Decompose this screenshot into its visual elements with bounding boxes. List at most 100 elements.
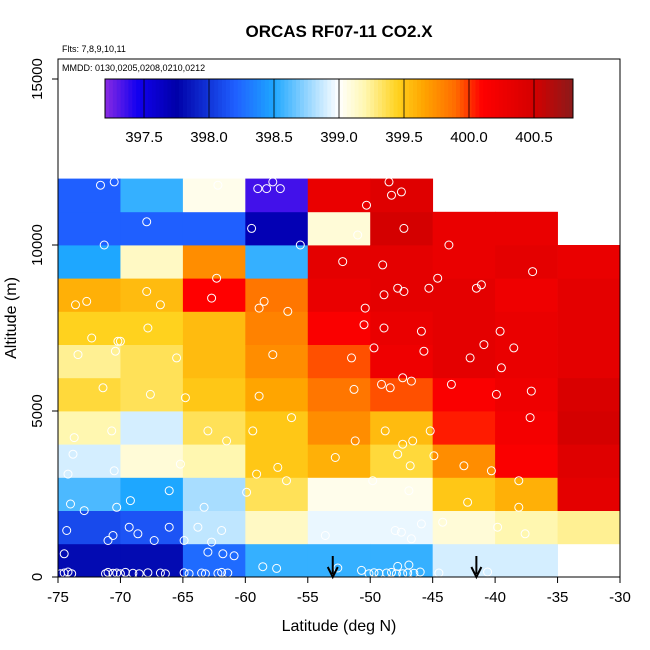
heatmap-cell bbox=[182, 344, 246, 379]
colorbar-tick-label: 400.0 bbox=[450, 129, 488, 146]
sample-marker bbox=[193, 522, 203, 532]
sample-marker bbox=[115, 336, 125, 346]
heatmap-cell bbox=[557, 344, 621, 379]
sample-marker bbox=[514, 502, 524, 512]
colorbar-segment bbox=[331, 79, 336, 118]
flights-note: Flts: 7,8,9,10,11 bbox=[62, 44, 126, 54]
heatmap-cell bbox=[120, 211, 184, 246]
heatmap-cell bbox=[245, 377, 309, 412]
sample-marker bbox=[398, 373, 408, 383]
y-tick-label: 0 bbox=[29, 573, 46, 581]
plot-area bbox=[56, 177, 621, 580]
chart-title: ORCAS RF07-11 CO2.X bbox=[245, 22, 433, 41]
heatmap-cell bbox=[557, 311, 621, 345]
sample-marker bbox=[408, 436, 418, 446]
colorbar-segment bbox=[218, 79, 223, 118]
colorbar-tick-label: 398.0 bbox=[190, 129, 228, 146]
sample-marker bbox=[493, 522, 503, 532]
colorbar-segment bbox=[401, 79, 406, 118]
colorbar-segment bbox=[206, 79, 211, 118]
colorbar-tick-label: 400.5 bbox=[515, 129, 553, 146]
colorbar-segment bbox=[112, 79, 118, 118]
sample-marker bbox=[242, 487, 252, 497]
sample-marker bbox=[229, 551, 239, 561]
colorbar-segment bbox=[561, 79, 566, 118]
heatmap-cell bbox=[245, 211, 309, 246]
sample-marker bbox=[364, 569, 374, 579]
colorbar-segment bbox=[186, 79, 192, 118]
y-axis-label: Altitude (m) bbox=[3, 277, 20, 359]
sample-marker bbox=[218, 549, 228, 559]
sample-marker bbox=[68, 449, 78, 459]
sample-marker bbox=[164, 486, 174, 496]
colorbar-segment bbox=[257, 79, 262, 118]
heatmap-cell bbox=[245, 311, 309, 345]
colorbar-segment bbox=[183, 79, 188, 118]
colorbar-segment bbox=[241, 79, 246, 118]
colorbar-segment bbox=[249, 79, 254, 118]
colorbar-segment bbox=[502, 79, 508, 118]
colorbar-segment bbox=[389, 79, 395, 118]
x-tick-label: -55 bbox=[297, 589, 319, 606]
heatmap-cell bbox=[495, 211, 558, 246]
heatmap-cell bbox=[182, 245, 246, 279]
sample-marker bbox=[396, 527, 406, 537]
heatmap-cell bbox=[557, 278, 621, 312]
sample-marker bbox=[59, 549, 69, 559]
sample-marker bbox=[96, 180, 105, 190]
sample-marker bbox=[213, 180, 223, 190]
heatmap-cell bbox=[432, 278, 496, 312]
heatmap-cell bbox=[432, 444, 496, 478]
colorbar-segment bbox=[448, 79, 453, 118]
sample-marker bbox=[109, 466, 119, 476]
colorbar-segment bbox=[432, 79, 437, 118]
sample-marker bbox=[268, 350, 278, 360]
colorbar-segment bbox=[311, 79, 317, 118]
sample-marker bbox=[357, 565, 366, 575]
heatmap-cell bbox=[495, 311, 558, 345]
colorbar-segment bbox=[292, 79, 297, 118]
sample-marker bbox=[200, 569, 210, 579]
colorbar-segment bbox=[323, 79, 328, 118]
heatmap-cell bbox=[182, 311, 246, 345]
sample-marker bbox=[495, 326, 505, 336]
sample-marker bbox=[172, 353, 182, 363]
colorbar-segment bbox=[140, 79, 145, 118]
colorbar-segment bbox=[397, 79, 402, 118]
sample-marker bbox=[143, 323, 153, 333]
x-tick-label: -70 bbox=[110, 589, 132, 606]
x-tick-label: -65 bbox=[172, 589, 194, 606]
colorbar: 397.5 398.0 398.5 399.0 399.5 400.0 400.5 bbox=[104, 78, 574, 146]
sample-marker bbox=[217, 526, 227, 535]
heatmap-cell bbox=[182, 444, 246, 478]
sample-marker bbox=[212, 273, 222, 283]
colorbar-segment bbox=[155, 79, 161, 118]
sample-marker bbox=[254, 391, 264, 401]
x-tick-label: -50 bbox=[359, 589, 381, 606]
colorbar-segment bbox=[479, 79, 484, 118]
heatmap-cell bbox=[307, 278, 371, 312]
colorbar-segment bbox=[296, 79, 301, 118]
sample-marker bbox=[385, 383, 395, 393]
heatmap-cell bbox=[120, 245, 184, 279]
heatmap-cell bbox=[495, 245, 558, 279]
sample-marker bbox=[247, 223, 257, 233]
heatmap-cell bbox=[432, 311, 496, 345]
colorbar-tick-label: 399.0 bbox=[320, 129, 358, 146]
heatmap-cell bbox=[245, 278, 309, 312]
sample-marker bbox=[398, 569, 408, 579]
colorbar-segment bbox=[253, 79, 258, 118]
sample-marker bbox=[184, 569, 194, 579]
heatmap-cell bbox=[370, 477, 434, 511]
sample-marker bbox=[359, 320, 369, 330]
sample-marker bbox=[248, 426, 258, 436]
colorbar-segment bbox=[569, 79, 574, 118]
sample-marker bbox=[252, 469, 262, 479]
heatmap-cell bbox=[58, 477, 121, 511]
colorbar-segment bbox=[506, 79, 512, 118]
colorbar-segment bbox=[132, 79, 137, 118]
colorbar-segment bbox=[116, 79, 122, 118]
heatmap-cell bbox=[495, 278, 558, 312]
colorbar-segment bbox=[229, 79, 235, 118]
sample-marker bbox=[360, 303, 370, 313]
